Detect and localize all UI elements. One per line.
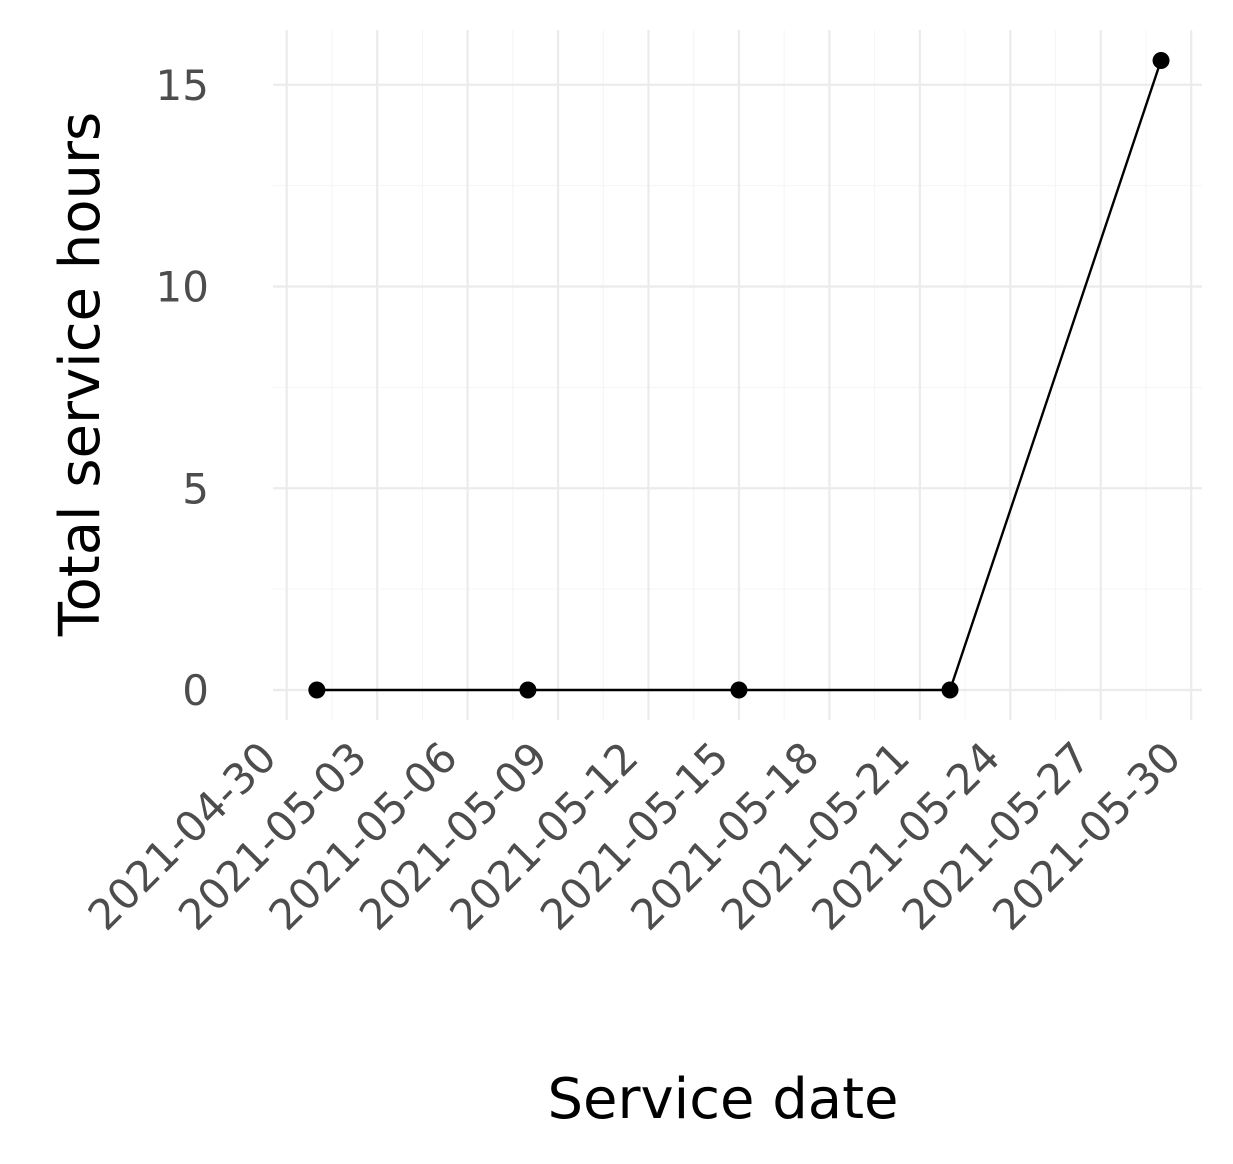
data-point: [941, 681, 959, 699]
y-axis-title: Total service hours: [48, 112, 113, 637]
y-tick-label: 15: [156, 61, 209, 110]
y-tick-label: 5: [182, 464, 209, 513]
data-point: [1152, 52, 1170, 70]
x-axis-title: Service date: [547, 1067, 898, 1132]
data-point: [519, 681, 537, 699]
y-axis-tick-labels: 0 5 10 15: [156, 61, 209, 715]
data-point: [308, 681, 326, 699]
minor-gridlines: [273, 30, 1202, 720]
data-point: [730, 681, 748, 699]
series-layer: [308, 52, 1170, 699]
y-tick-label: 0: [182, 666, 209, 715]
y-tick-label: 10: [156, 263, 209, 312]
x-axis-tick-labels: 2021-04-302021-05-032021-05-062021-05-09…: [79, 732, 1191, 939]
major-gridlines: [273, 30, 1202, 720]
